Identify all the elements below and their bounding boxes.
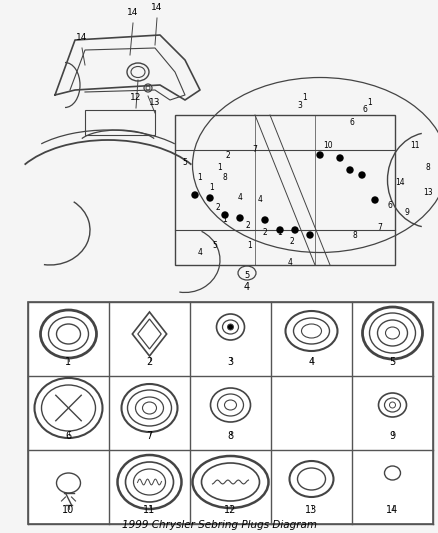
Circle shape: [359, 172, 365, 178]
Text: 13: 13: [423, 188, 433, 197]
Text: 14: 14: [76, 33, 88, 42]
Circle shape: [307, 232, 313, 238]
Text: 7: 7: [378, 223, 382, 232]
Text: 3: 3: [297, 101, 302, 110]
Text: 8: 8: [227, 431, 233, 441]
Text: 6: 6: [65, 431, 71, 441]
Text: 2: 2: [215, 203, 220, 212]
Circle shape: [237, 215, 243, 221]
Text: 4: 4: [288, 258, 293, 267]
Text: 9: 9: [405, 208, 410, 217]
Text: 1: 1: [247, 241, 252, 250]
Text: 7: 7: [253, 145, 258, 154]
Text: 4: 4: [244, 282, 250, 292]
Text: 9: 9: [389, 431, 396, 441]
Circle shape: [347, 167, 353, 173]
Text: 14: 14: [151, 3, 162, 12]
Text: 8: 8: [223, 173, 227, 182]
Circle shape: [277, 227, 283, 233]
Text: 5: 5: [212, 241, 217, 250]
Text: 4: 4: [237, 193, 243, 202]
Text: 1: 1: [198, 173, 202, 182]
Text: 3: 3: [227, 357, 233, 367]
Text: 6: 6: [363, 105, 367, 114]
Text: 2: 2: [226, 151, 230, 160]
Text: 13: 13: [149, 98, 161, 107]
Text: 6: 6: [388, 201, 392, 210]
Text: 12: 12: [131, 93, 141, 102]
Text: 1: 1: [303, 93, 307, 102]
Ellipse shape: [227, 324, 233, 330]
Text: 1: 1: [223, 215, 227, 224]
Text: 2: 2: [263, 228, 267, 237]
Bar: [85, 110, 155, 135]
Circle shape: [317, 152, 323, 158]
Text: 1: 1: [218, 163, 223, 172]
Text: 14: 14: [127, 8, 139, 17]
Text: 6: 6: [350, 118, 354, 127]
Text: 11: 11: [143, 505, 155, 515]
Text: 7: 7: [146, 431, 152, 441]
Circle shape: [292, 227, 298, 233]
Circle shape: [262, 217, 268, 223]
Text: 1999 Chrysler Sebring Plugs Diagram: 1999 Chrysler Sebring Plugs Diagram: [121, 520, 317, 530]
Text: 4: 4: [308, 357, 314, 367]
Text: 1: 1: [65, 357, 71, 367]
Bar: [28, 302, 433, 524]
Text: 5: 5: [244, 271, 250, 280]
Text: 1: 1: [210, 183, 214, 192]
Text: 4: 4: [198, 248, 202, 257]
Text: 10: 10: [323, 141, 333, 150]
Text: 13: 13: [305, 505, 318, 515]
Text: 2: 2: [246, 221, 251, 230]
Circle shape: [207, 195, 213, 201]
Text: 14: 14: [386, 505, 399, 515]
Text: 4: 4: [258, 195, 262, 204]
Text: 14: 14: [395, 178, 405, 187]
Text: 8: 8: [353, 231, 357, 240]
Text: 5: 5: [183, 158, 187, 167]
Text: 1: 1: [278, 228, 283, 237]
Text: 2: 2: [290, 237, 294, 246]
Circle shape: [222, 212, 228, 218]
Bar: [175, 115, 395, 265]
Text: 2: 2: [146, 357, 152, 367]
Circle shape: [372, 197, 378, 203]
Circle shape: [192, 192, 198, 198]
Text: 5: 5: [389, 357, 396, 367]
Text: 1: 1: [367, 98, 372, 107]
Text: 10: 10: [62, 505, 74, 515]
Text: 8: 8: [426, 163, 431, 172]
Circle shape: [337, 155, 343, 161]
Text: 12: 12: [224, 505, 237, 515]
Text: 11: 11: [410, 141, 420, 150]
